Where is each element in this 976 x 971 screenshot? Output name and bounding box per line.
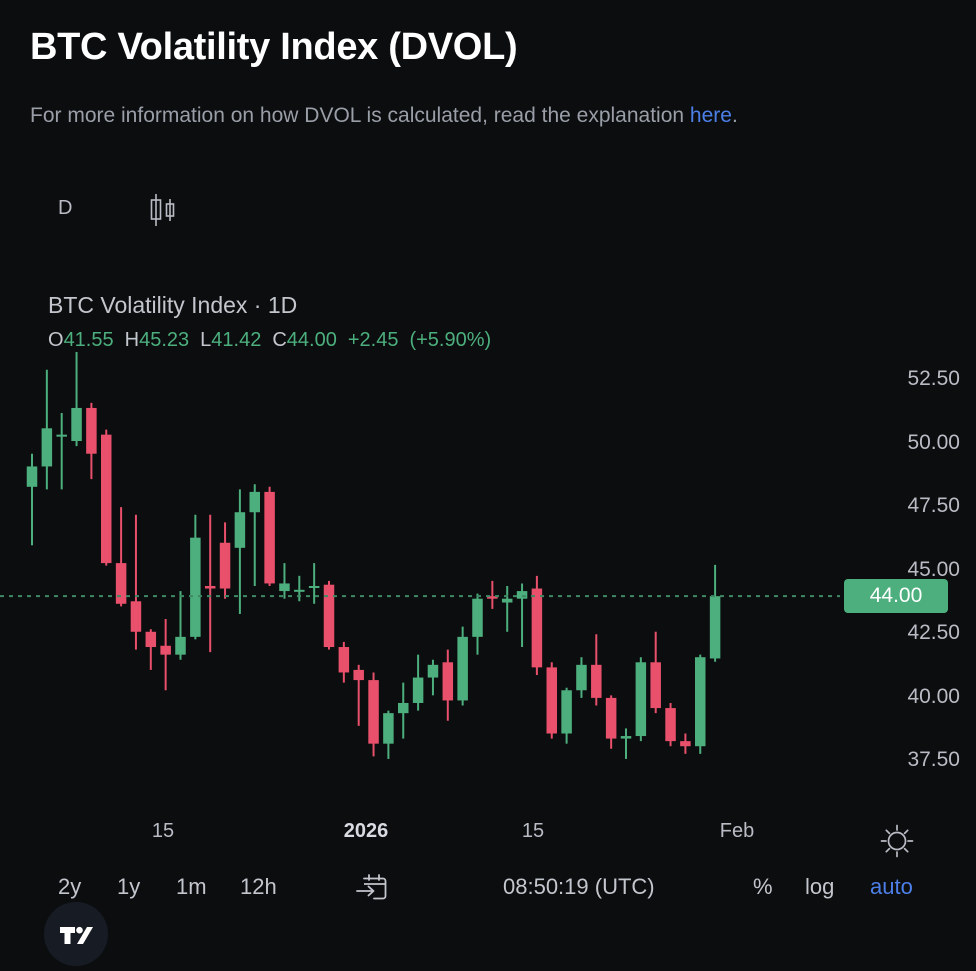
candle-body <box>190 537 201 637</box>
candle-body <box>501 598 513 603</box>
dvol-explanation-link[interactable]: here <box>689 104 732 127</box>
range-button-1m[interactable]: 1m <box>176 874 207 899</box>
candle-body <box>279 583 290 592</box>
candle-body <box>234 512 246 548</box>
candle-body <box>680 741 691 747</box>
price-tick: 37.50 <box>907 748 960 772</box>
candlestick-plot[interactable] <box>0 352 840 792</box>
tradingview-logo[interactable] <box>44 902 108 966</box>
candle-body <box>56 434 67 437</box>
page-title: BTC Volatility Index (DVOL) <box>30 26 518 68</box>
candle-body <box>546 667 557 734</box>
timescale-settings-icon[interactable] <box>878 822 916 860</box>
candle-body <box>709 596 721 659</box>
time-tick: 15 <box>521 820 545 842</box>
candle-body <box>323 584 335 648</box>
ohlc-open-label: O <box>48 329 64 351</box>
price-tick: 42.50 <box>907 621 960 645</box>
candle-body <box>487 596 498 599</box>
time-tick: 15 <box>151 820 175 842</box>
auto-scale-button[interactable]: auto <box>870 874 913 899</box>
price-tick: 52.50 <box>907 366 960 390</box>
candle-body <box>620 736 632 739</box>
candle-body <box>398 702 409 714</box>
candle-body <box>130 601 142 632</box>
price-tick: 40.00 <box>907 684 960 708</box>
candle-body <box>86 407 97 454</box>
candle-body <box>145 631 157 648</box>
price-tick: 45.00 <box>907 557 960 581</box>
candle-body <box>576 664 587 691</box>
candle-body <box>175 636 186 655</box>
candle-body <box>472 598 483 637</box>
candle-body <box>516 591 528 599</box>
candle-body <box>665 708 676 742</box>
candle-body <box>605 697 617 739</box>
plot-svg <box>0 352 840 759</box>
time-tick: 2026 <box>343 820 389 842</box>
change-absolute: +2.45 <box>347 329 399 351</box>
percent-scale-button[interactable]: % <box>753 874 773 899</box>
candle-body <box>26 466 38 487</box>
ohlc-close-value: 44.00 <box>286 329 337 351</box>
candle-body <box>561 690 572 734</box>
candlestick-icon[interactable] <box>143 192 183 228</box>
ohlc-high-label: H <box>124 329 140 351</box>
candle-body <box>531 588 543 668</box>
chart-legend: BTC Volatility Index · 1D O41.55 H45.23 L4… <box>48 290 491 354</box>
bottom-toolbar: 2y 1y 1m 12h 08:50:19 (UTC) % log auto <box>0 870 976 932</box>
interval-button-daily[interactable]: D <box>58 197 73 219</box>
ohlc-high-value: 45.23 <box>139 329 190 351</box>
ohlc-low-value: 41.42 <box>211 329 262 351</box>
ohlc-close-label: C <box>272 329 287 351</box>
range-button-12h[interactable]: 12h <box>240 874 277 899</box>
price-tick: 50.00 <box>907 430 960 454</box>
legend-title: BTC Volatility Index · 1D <box>48 292 298 318</box>
legend-ohlc: O41.55 H45.23 L41.42 C44.00 +2.45 (+5.90%) <box>48 326 491 354</box>
ohlc-open-value: 41.55 <box>63 329 114 351</box>
range-button-1y[interactable]: 1y <box>117 874 141 899</box>
chart-toolbar: D <box>0 176 976 242</box>
candle-body <box>338 647 350 673</box>
candle-body <box>457 636 468 701</box>
candle-body <box>591 664 602 698</box>
candle-body <box>635 662 647 737</box>
candle-body <box>353 669 364 681</box>
candle-body <box>412 677 424 703</box>
subtitle-text: For more information on how DVOL is calc… <box>30 104 690 127</box>
candle-body <box>71 407 82 442</box>
candle-body <box>294 589 305 592</box>
candle-body <box>695 657 706 747</box>
candle-body <box>101 434 112 564</box>
candle-body <box>368 680 379 744</box>
time-tick: Feb <box>719 820 755 842</box>
goto-date-icon[interactable] <box>355 872 389 904</box>
candle-body <box>264 491 275 584</box>
subtitle-period: . <box>731 104 738 127</box>
candle-body <box>308 585 320 588</box>
range-button-2y[interactable]: 2y <box>58 874 82 899</box>
page-subtitle: For more information on how DVOL is calc… <box>30 104 738 128</box>
candle-body <box>427 664 439 678</box>
current-price-badge: 44.00 <box>844 579 948 614</box>
candle-body <box>41 428 53 467</box>
candle-body <box>383 713 394 744</box>
log-scale-button[interactable]: log <box>805 874 835 899</box>
candle-body <box>115 563 127 604</box>
candle-body <box>160 645 171 655</box>
ohlc-low-label: L <box>200 329 212 351</box>
candles-group <box>26 352 721 759</box>
chart-panel: D BTC Volatility Index · 1D O41.55 H45.23… <box>0 176 976 966</box>
candle-body <box>442 662 454 701</box>
price-scale[interactable]: 44.00 52.50 50.00 47.50 45.00 42.50 40.00 37.5… <box>840 296 976 806</box>
change-percent: (+5.90%) <box>409 329 492 351</box>
candle-body <box>650 662 661 709</box>
price-tick: 47.50 <box>907 494 960 518</box>
candle-body <box>249 491 260 513</box>
candle-body <box>204 585 216 589</box>
time-scale[interactable]: 15 2026 15 Feb <box>0 804 976 864</box>
candle-body <box>219 542 231 589</box>
chart-clock[interactable]: 08:50:19 (UTC) <box>503 874 655 899</box>
